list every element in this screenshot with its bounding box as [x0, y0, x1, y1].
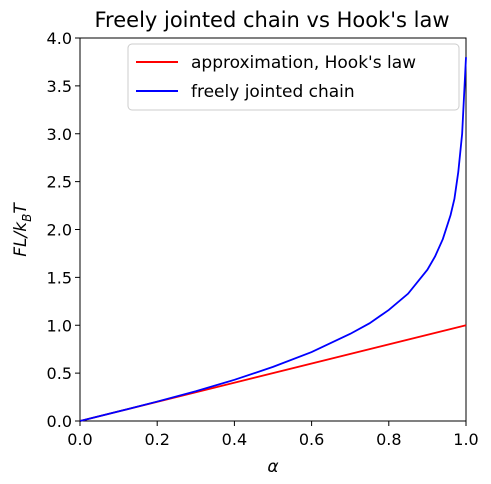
series-layer: [79, 57, 467, 422]
y-axis-label-subscript: B: [20, 214, 34, 222]
x-tick-label: 0.0: [67, 430, 92, 449]
y-tick-label: 0.0: [47, 412, 72, 431]
y-tick-label: 2.5: [47, 173, 72, 192]
y-axis-label-main: FL/k: [11, 221, 31, 257]
y-axis-label: FL/kBT: [11, 202, 34, 257]
legend-label-freely-jointed-chain: freely jointed chain: [191, 82, 355, 102]
y-tick-label: 3.5: [47, 77, 72, 96]
x-axis-label: α: [267, 457, 278, 477]
x-tick-label: 0.2: [144, 430, 169, 449]
legend-box: [127, 43, 460, 111]
x-tick-label: 1.0: [453, 430, 478, 449]
y-tick-label: 0.5: [47, 364, 72, 383]
y-axis-ticks: 0.0 0.5 1.0 1.5 2.0 2.5 3.0 3.5 4.0: [47, 29, 80, 431]
legend-label-hooks-law: approximation, Hook's law: [191, 53, 416, 73]
x-tick-label: 0.4: [222, 430, 247, 449]
y-tick-label: 2.0: [47, 221, 72, 240]
chart-title: Freely jointed chain vs Hook's law: [95, 8, 450, 32]
series-line-freely-jointed-chain: [79, 57, 467, 422]
y-tick-label: 4.0: [47, 29, 72, 48]
y-tick-label: 1.5: [47, 268, 72, 287]
x-tick-label: 0.6: [299, 430, 324, 449]
y-tick-label: 3.0: [47, 125, 72, 144]
legend: approximation, Hook's law freely jointed…: [127, 43, 460, 111]
x-tick-label: 0.8: [376, 430, 401, 449]
y-axis-label-tail: T: [11, 202, 31, 214]
x-axis-ticks: 0.0 0.2 0.4 0.6 0.8 1.0: [67, 421, 479, 449]
y-tick-label: 1.0: [47, 316, 72, 335]
